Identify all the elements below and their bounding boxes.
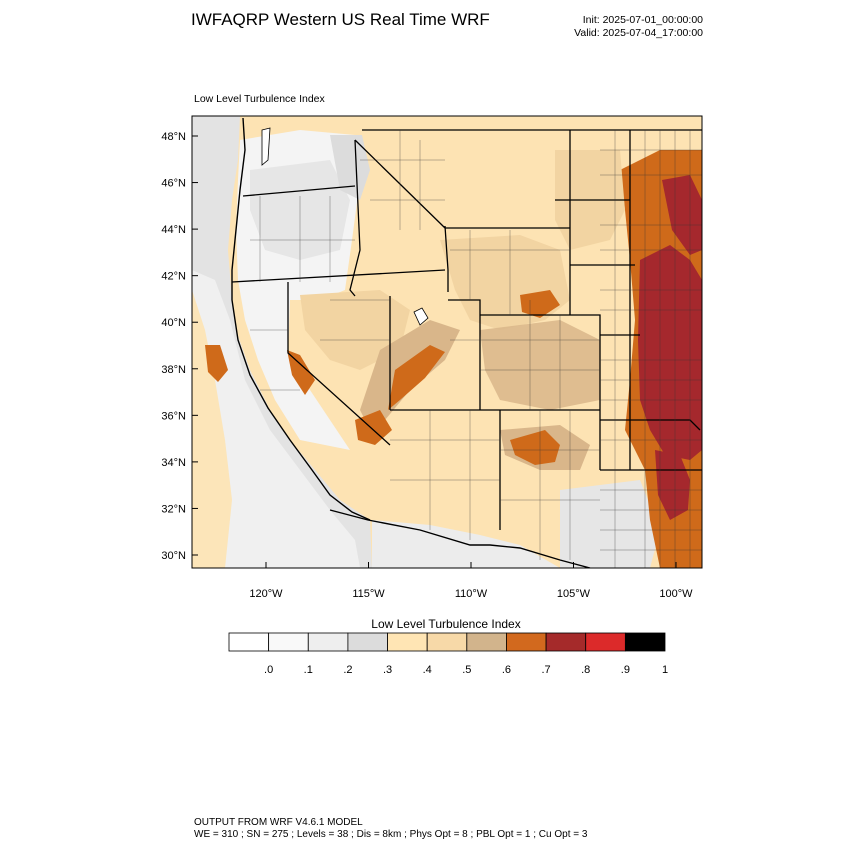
dakota-red — [662, 175, 702, 255]
colorbar-swatch — [387, 632, 428, 652]
offshore-orange — [205, 345, 228, 382]
lat-label: 30°N — [161, 550, 186, 562]
lon-label: 115°W — [352, 588, 385, 600]
colorbar-swatch — [624, 632, 666, 652]
colorbar-tick-label: .9 — [621, 664, 630, 676]
lat-label: 46°N — [161, 178, 186, 190]
lat-label: 40°N — [161, 317, 186, 329]
nidaho-area — [330, 135, 370, 200]
colorbar-ticks: .0 .1 .2 .3 .4 .5 .6 .7 .8 .9 1 — [264, 664, 668, 676]
lat-label: 32°N — [161, 503, 186, 515]
nm-orange — [510, 430, 560, 465]
colorbar-tick-label: .5 — [462, 664, 471, 676]
lon-label: 105°W — [557, 588, 591, 600]
map-field — [192, 116, 702, 568]
colorbar-tick-label: .7 — [541, 664, 550, 676]
colorbar-tick-label: .2 — [343, 664, 352, 676]
lon-label: 100°W — [659, 588, 693, 600]
ocean-tan-area — [192, 290, 232, 568]
colorbar-swatch — [585, 632, 626, 652]
state-boundaries — [231, 129, 702, 530]
footer-model: OUTPUT FROM WRF V4.6.1 MODEL — [194, 817, 363, 828]
utah-orange — [388, 345, 445, 410]
colorbar-swatch — [228, 632, 270, 652]
colorbar-swatch — [545, 632, 587, 652]
lat-label: 38°N — [161, 364, 186, 376]
great-salt-lake — [413, 307, 429, 326]
texas-grey — [560, 480, 660, 568]
texas-red — [655, 450, 690, 520]
longitude-axis: 120°W 115°W 110°W 105°W 100°W — [249, 562, 693, 600]
colorbar-swatch — [268, 632, 309, 652]
lon-label: 120°W — [249, 588, 283, 600]
colorbar-tick-label: .4 — [423, 664, 432, 676]
plains-red — [638, 245, 702, 460]
colorbar-tick-label: .1 — [304, 664, 313, 676]
lat-label: 34°N — [161, 457, 186, 469]
colorbar-tick-label: .0 — [264, 664, 273, 676]
footer-params: WE = 310 ; SN = 275 ; Levels = 38 ; Dis … — [194, 829, 588, 840]
colorbar-swatch — [426, 632, 468, 652]
ca-orange — [287, 350, 315, 395]
lat-label: 44°N — [161, 224, 186, 236]
page-title: IWFAQRP Western US Real Time WRF — [191, 10, 490, 29]
colorbar-tick-label: .6 — [502, 664, 511, 676]
colorado-patch — [480, 320, 600, 410]
puget-sound — [261, 127, 271, 166]
colorbar-swatch — [506, 632, 547, 652]
nevada-orange — [355, 410, 392, 445]
map-frame — [191, 115, 703, 569]
init-time: Init: 2025-07-01_00:00:00 — [582, 14, 703, 26]
colorbar — [228, 632, 666, 652]
county-lines — [250, 130, 702, 568]
coastline — [231, 117, 371, 521]
colorbar-tick-label: .3 — [383, 664, 392, 676]
lon-label: 110°W — [455, 588, 488, 600]
colorbar-swatch — [307, 632, 349, 652]
colorbar-tick-label: .8 — [581, 664, 590, 676]
colorbar-title: Low Level Turbulence Index — [371, 617, 520, 631]
lat-label: 48°N — [161, 131, 186, 143]
field-title: Low Level Turbulence Index — [194, 93, 325, 105]
mexico-border — [329, 509, 591, 568]
lat-label: 42°N — [161, 271, 186, 283]
lat-label: 36°N — [161, 410, 186, 422]
colorbar-tick-label: 1 — [662, 664, 668, 676]
latitude-axis: 48°N 46°N 44°N 42°N 40°N 38°N 36°N 34°N 32°N 30°N — [161, 131, 198, 562]
colorbar-swatch — [347, 632, 388, 652]
ocean-light-area — [192, 270, 360, 568]
valid-time: Valid: 2025-07-04_17:00:00 — [574, 27, 703, 39]
colorbar-swatch — [466, 632, 507, 652]
